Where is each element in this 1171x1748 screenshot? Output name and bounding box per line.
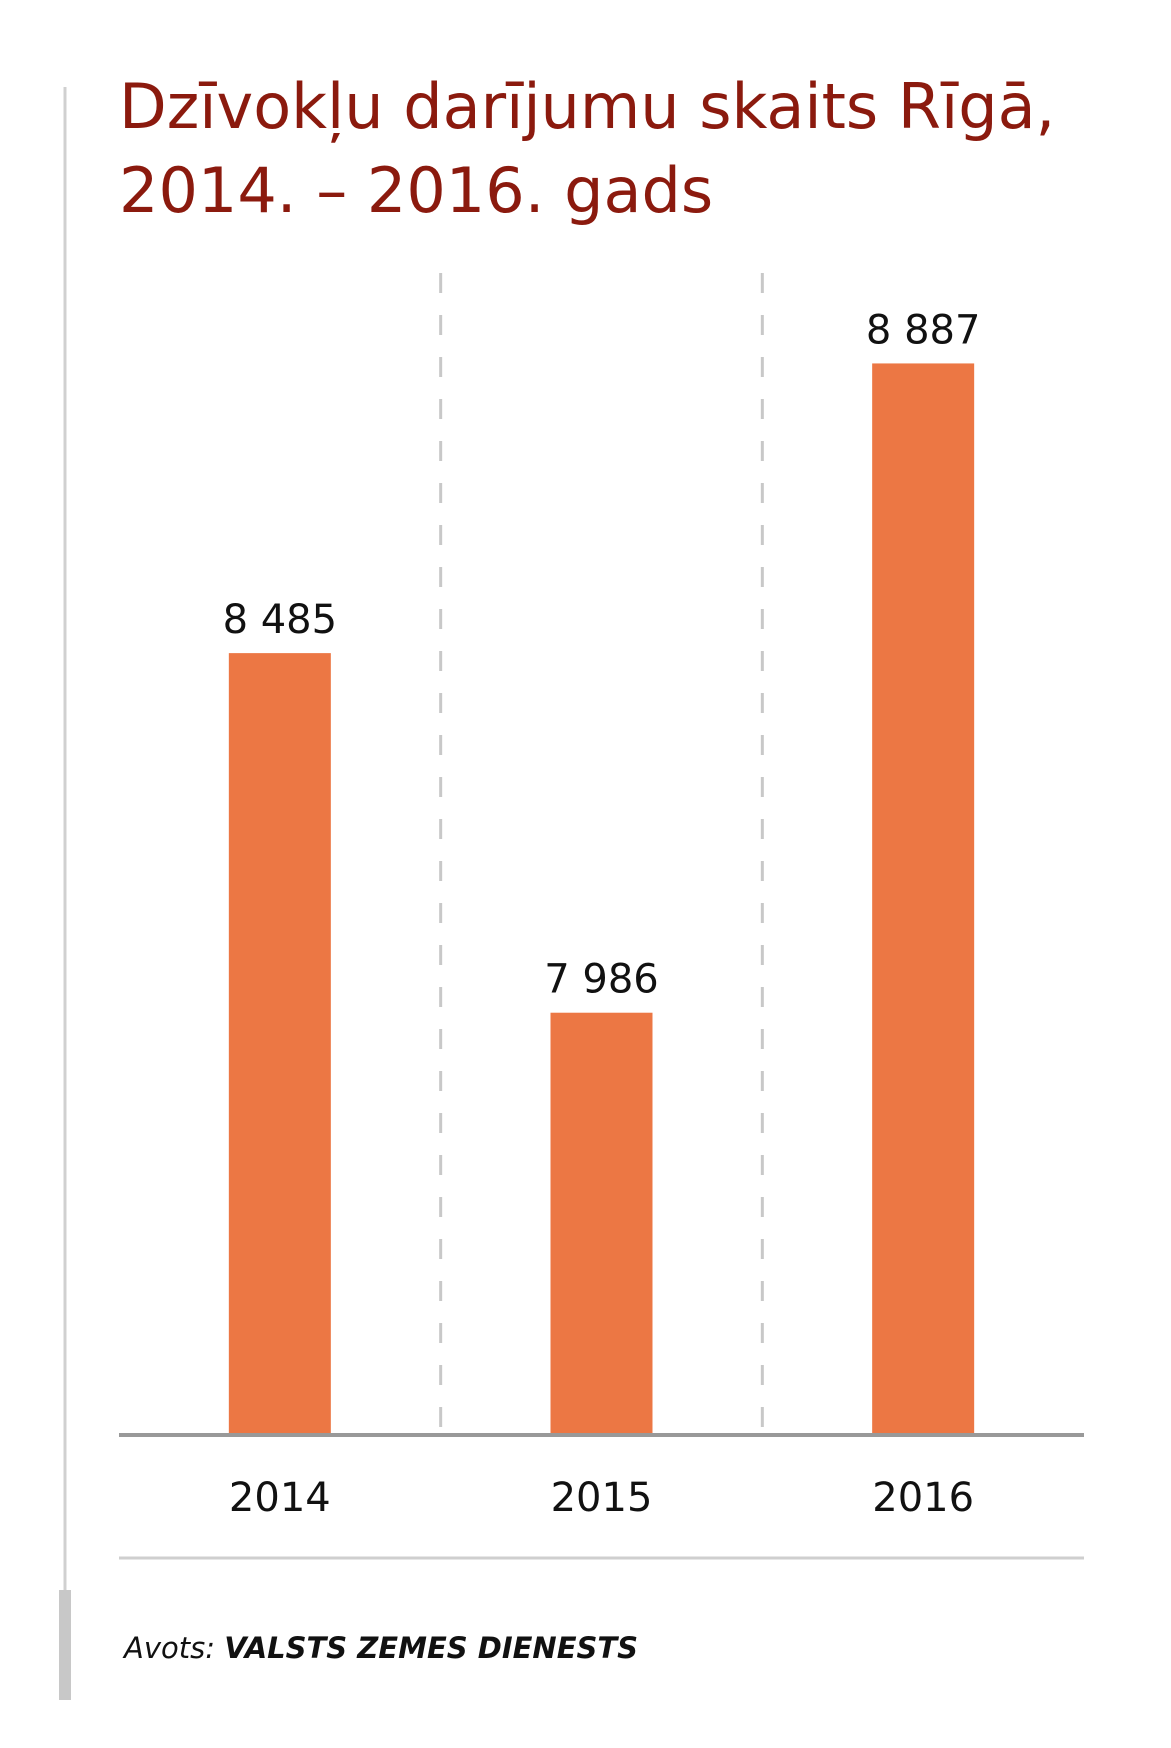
chart-title: Dzīvokļu darījumu skaits Rīgā, [119,70,1055,143]
x-tick-label: 2016 [872,1475,974,1521]
bar [550,1012,653,1435]
source-text: VALSTS ZEMES DIENESTS [224,1631,638,1665]
bar [228,653,331,1435]
data-label: 8 887 [866,307,981,353]
x-tick-label: 2014 [229,1475,331,1521]
side-rule-accent [59,1590,71,1700]
bar [872,363,975,1435]
data-label: 7 986 [544,957,659,1003]
x-tick-label: 2015 [551,1475,653,1521]
data-label: 8 485 [223,597,338,643]
chart-title: 2014. – 2016. gads [119,154,713,227]
source: Avots: VALSTS ZEMES DIENESTS [122,1631,638,1665]
source-label: Avots: [122,1631,215,1665]
